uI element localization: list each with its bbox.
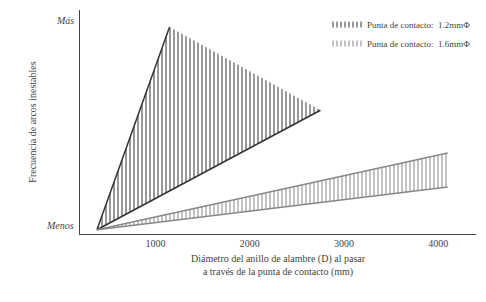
svg-text:Punta de contacto: 1.2mmΦ: Punta de contacto: 1.2mmΦ xyxy=(367,20,470,30)
svg-text:Punta de contacto: 1.6mmΦ: Punta de contacto: 1.6mmΦ xyxy=(367,39,470,49)
svg-text:1000: 1000 xyxy=(145,238,165,249)
svg-text:Más: Más xyxy=(56,15,74,26)
svg-text:4000: 4000 xyxy=(428,238,448,249)
svg-text:3000: 3000 xyxy=(334,238,354,249)
svg-text:Frecuencia de arcos inestables: Frecuencia de arcos inestables xyxy=(27,61,38,182)
svg-text:Menos: Menos xyxy=(46,220,74,231)
svg-text:2000: 2000 xyxy=(240,238,260,249)
svg-text:Diámetro del anillo de alambre: Diámetro del anillo de alambre (D) al pa… xyxy=(191,253,366,278)
